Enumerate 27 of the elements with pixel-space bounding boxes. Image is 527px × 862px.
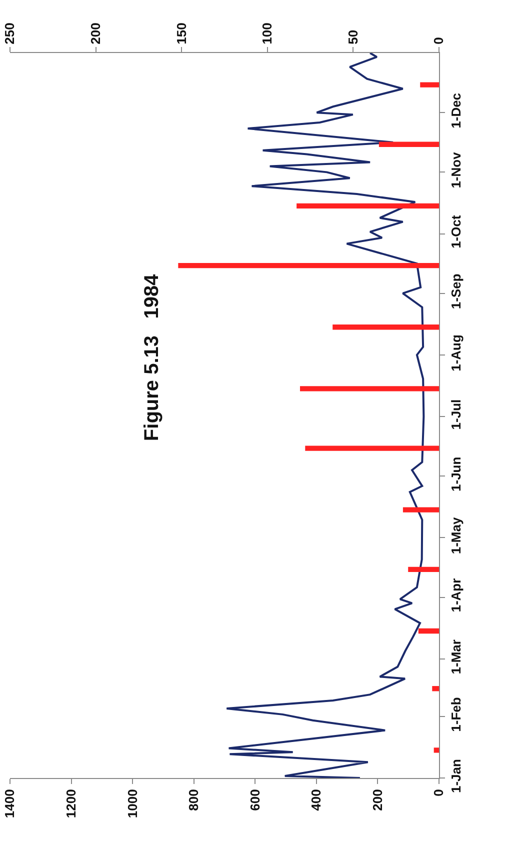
x-tick-label: 600 (247, 789, 262, 811)
y-tick-label: 1-Jul (448, 399, 464, 430)
y-tick-label: 1-Nov (448, 151, 464, 188)
x2-tick-label: 250 (2, 22, 18, 44)
y-tick-label: 1-Aug (448, 334, 464, 372)
y-tick-label: 1-Sep (448, 274, 464, 310)
x2-tick-label: 0 (431, 37, 446, 44)
y-tick-label: 1-Oct (448, 214, 464, 248)
y-tick-label: 1-Jun (448, 456, 464, 492)
x2-tick-label: 150 (174, 22, 189, 44)
x-tick-label: 0 (431, 789, 446, 796)
x-tick-label: 400 (308, 789, 324, 811)
x2-tick-label: 50 (345, 30, 360, 44)
y-tick-label: 1-Feb (448, 697, 464, 732)
x-tick-label: 1400 (2, 789, 18, 818)
x-tick-label: 200 (370, 789, 385, 811)
y-tick-label: 1-May (448, 516, 464, 554)
y-tick-label: 1-Dec (448, 92, 464, 128)
y-tick-label: 1-Apr (448, 578, 464, 612)
x2-tick-label: 100 (260, 22, 275, 44)
text: Figure 5.13 1984 (141, 273, 164, 442)
x-tick-label: 1200 (64, 789, 79, 818)
y-tick-label: 1-Mar (448, 640, 464, 674)
y-tick-label: 1-Jan (448, 759, 464, 794)
x2-tick-label: 200 (88, 22, 104, 44)
x-tick-label: 800 (186, 789, 202, 811)
x-tick-label: 1000 (124, 789, 140, 818)
